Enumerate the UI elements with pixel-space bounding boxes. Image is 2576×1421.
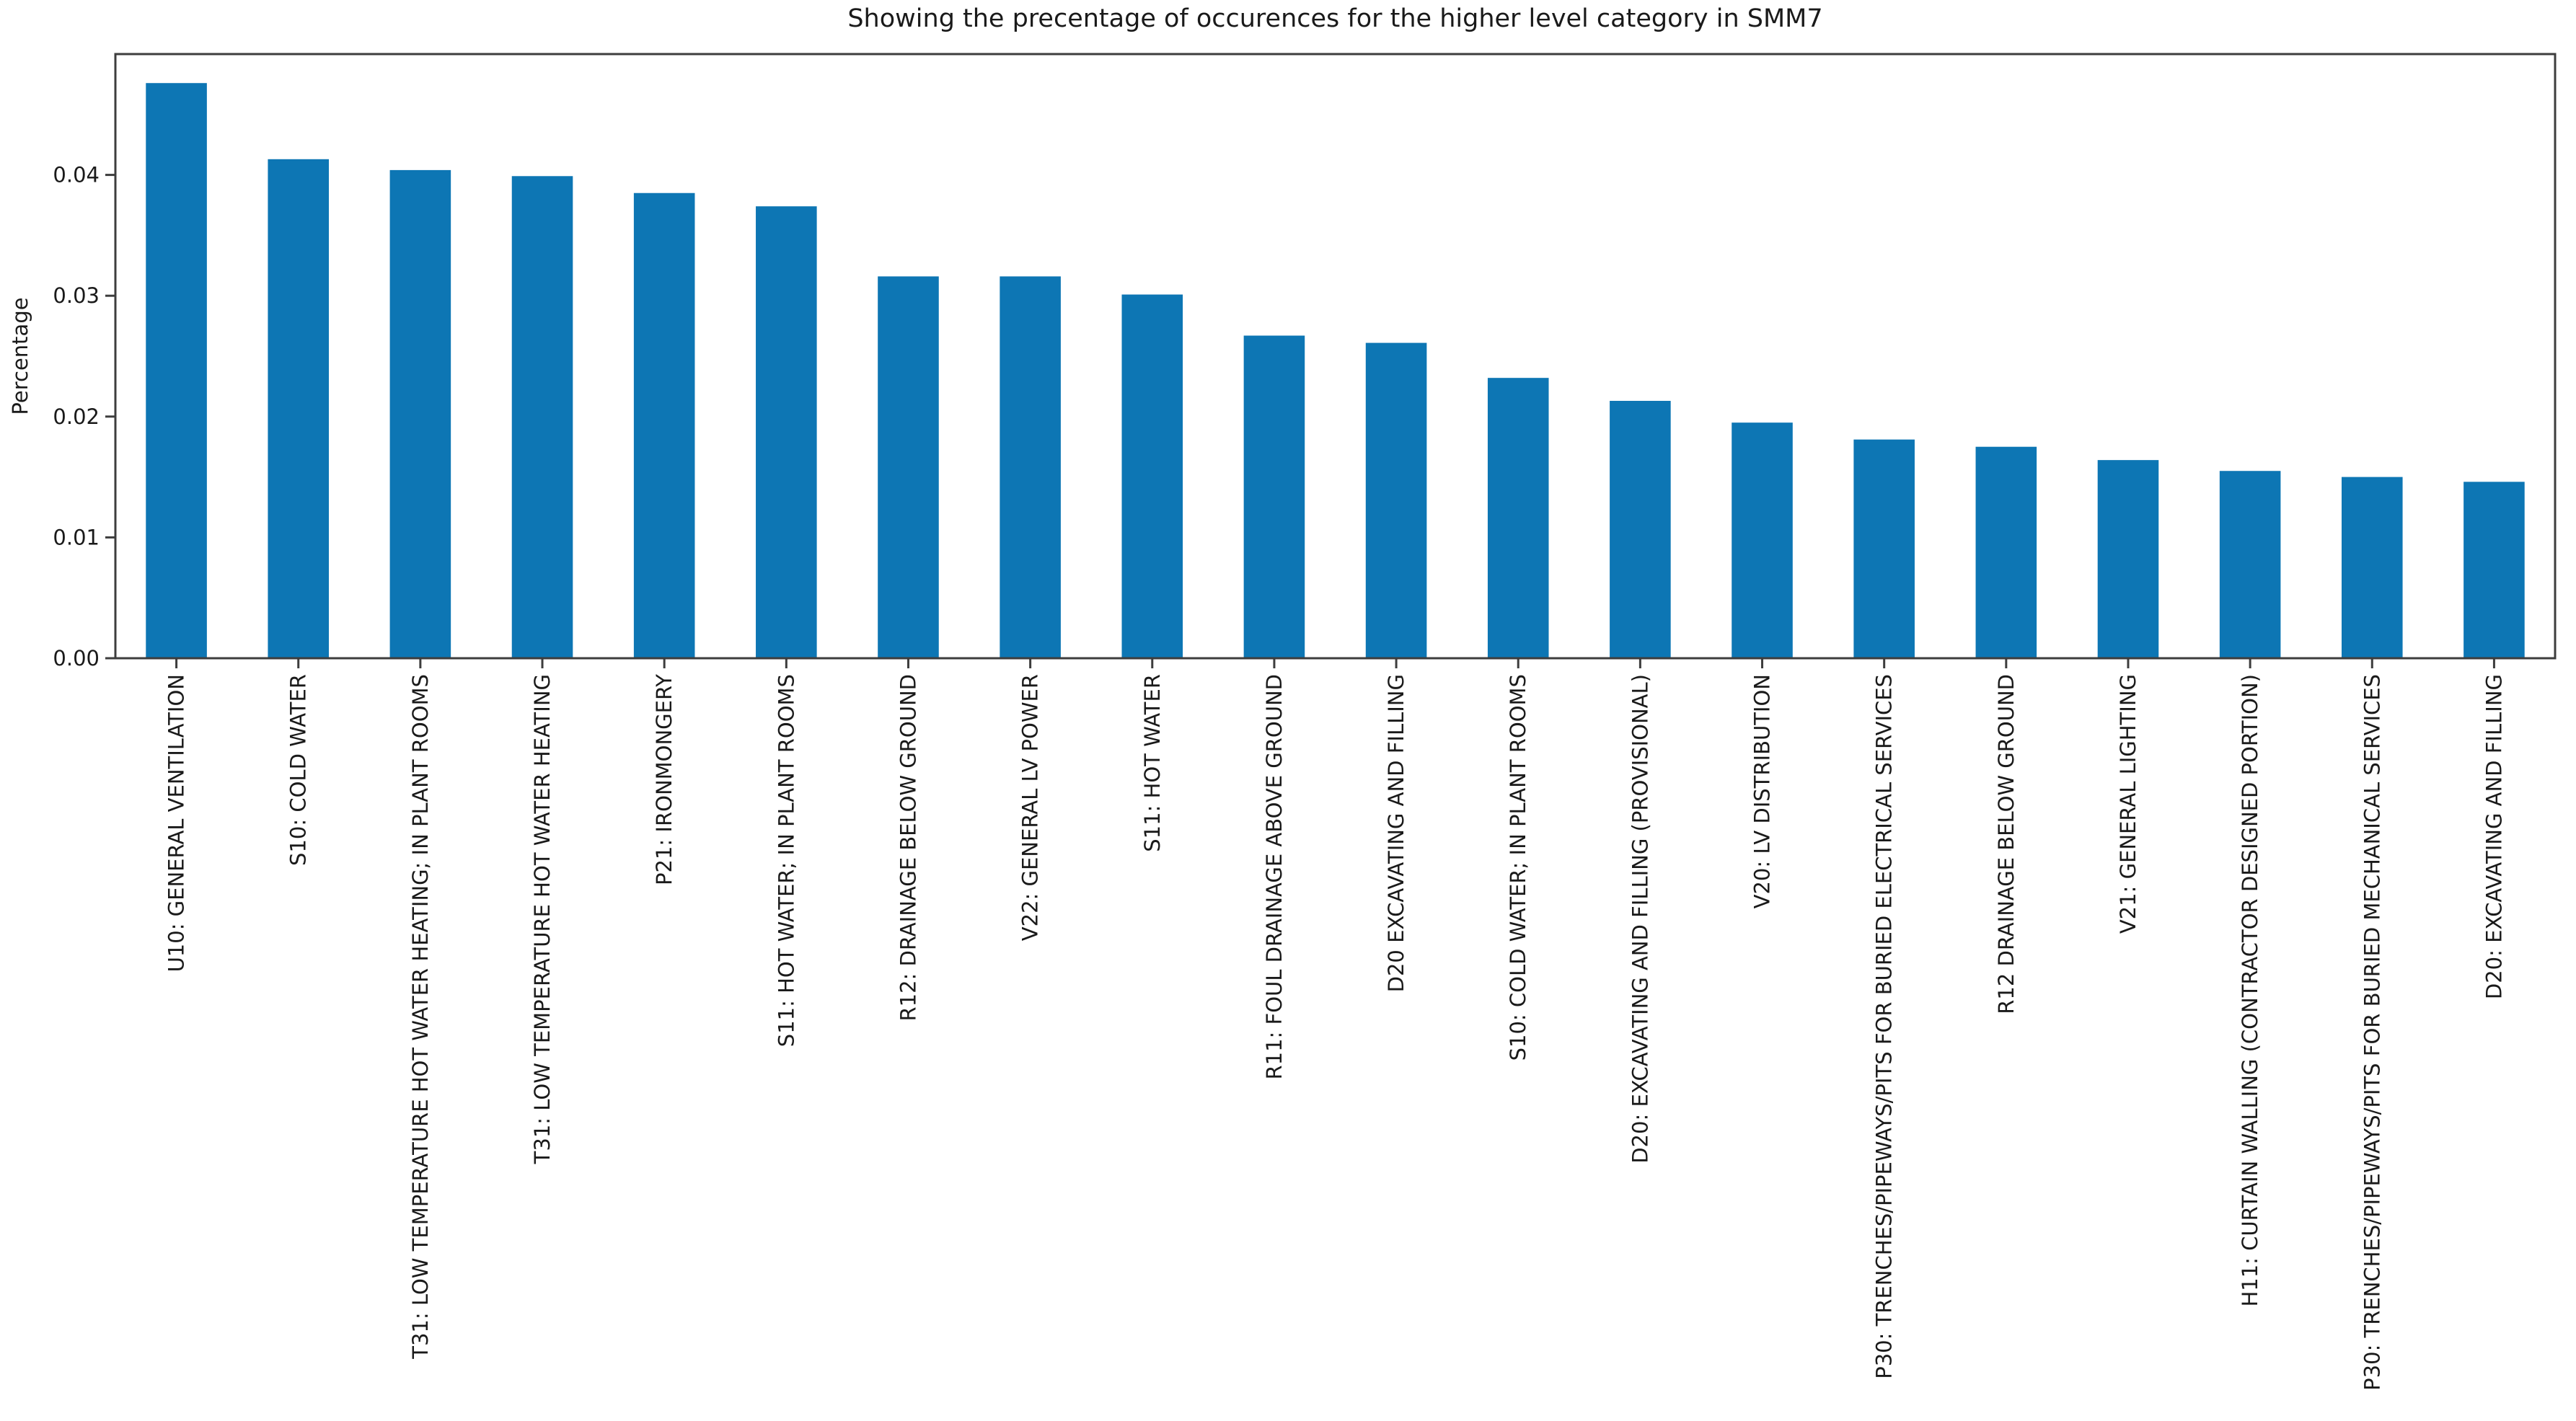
bar — [1853, 439, 1915, 658]
bar — [1732, 422, 1793, 658]
x-tick-label: T31: LOW TEMPERATURE HOT WATER HEATING; … — [408, 674, 433, 1360]
bar — [756, 206, 817, 658]
bar — [2463, 482, 2525, 658]
x-tick-label: S11: HOT WATER; IN PLANT ROOMS — [774, 674, 798, 1047]
x-tick-label: P21: IRONMONGERY — [652, 674, 676, 885]
x-tick-label: T31: LOW TEMPERATURE HOT WATER HEATING — [530, 674, 555, 1164]
x-tick-label: H11: CURTAIN WALLING (CONTRACTOR DESIGNE… — [2238, 674, 2262, 1307]
bar — [633, 192, 695, 658]
x-tick-label: U10: GENERAL VENTILATION — [164, 674, 189, 972]
bar — [146, 83, 207, 658]
bar — [1243, 335, 1305, 658]
bar — [2219, 471, 2281, 658]
bar — [2097, 460, 2159, 658]
y-tick-label: 0.04 — [53, 163, 100, 187]
x-tick-label: V22: GENERAL LV POWER — [1018, 674, 1043, 941]
x-tick-label: V20: LV DISTRIBUTION — [1750, 674, 1775, 908]
x-tick-label: R12 DRAINAGE BELOW GROUND — [1994, 674, 2019, 1014]
bar — [389, 169, 451, 658]
plot-border — [114, 53, 2557, 660]
x-tick-label: D20: EXCAVATING AND FILLING (PROVISIONAL… — [1628, 674, 1652, 1164]
bar — [511, 176, 573, 658]
x-tick-label: D20: EXCAVATING AND FILLING — [2482, 674, 2506, 999]
x-tick-label: P30: TRENCHES/PIPEWAYS/PITS FOR BURIED M… — [2360, 674, 2384, 1391]
x-tick-label: R12: DRAINAGE BELOW GROUND — [896, 674, 920, 1022]
x-tick-label: D20 EXCAVATING AND FILLING — [1384, 674, 1408, 992]
bar — [1365, 342, 1427, 658]
x-tick-label: S11: HOT WATER — [1140, 674, 1165, 852]
bar — [1000, 276, 1061, 658]
bar — [1610, 401, 1671, 658]
y-axis-label: Percentage — [8, 297, 32, 415]
x-tick-label: V21: GENERAL LIGHTING — [2116, 674, 2140, 934]
y-tick-label: 0.01 — [53, 525, 100, 549]
x-tick-label: S10: COLD WATER — [286, 674, 311, 866]
chart-title: Showing the precentage of occurences for… — [847, 4, 1823, 33]
y-tick-label: 0.02 — [53, 404, 100, 429]
bar — [1121, 294, 1183, 658]
bar — [2341, 477, 2403, 658]
x-tick-label: R11: FOUL DRAINAGE ABOVE GROUND — [1262, 674, 1287, 1080]
x-tick-label: S10: COLD WATER; IN PLANT ROOMS — [1506, 674, 1530, 1061]
x-tick-label: P30: TRENCHES/PIPEWAYS/PITS FOR BURIED E… — [1872, 674, 1897, 1379]
y-tick-label: 0.03 — [53, 283, 100, 308]
bar — [1975, 446, 2037, 658]
y-tick-label: 0.00 — [53, 646, 100, 670]
bar — [878, 276, 939, 658]
bar — [268, 159, 330, 658]
bar — [1487, 378, 1549, 658]
